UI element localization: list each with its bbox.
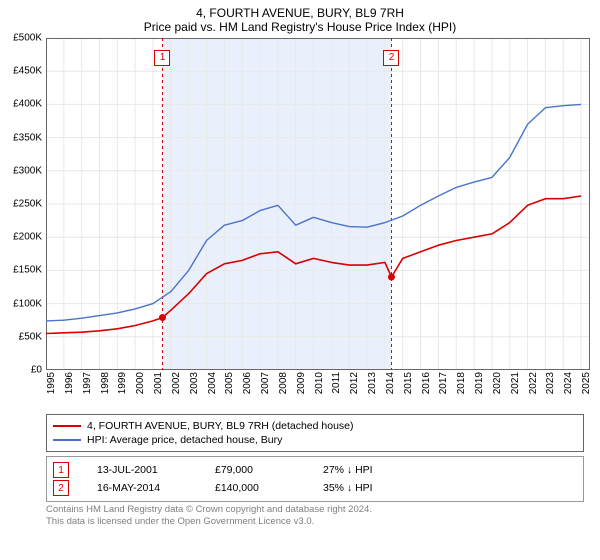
- legend-sale-delta: 35% ↓ HPI: [323, 482, 373, 494]
- legend-sale-marker: 2: [53, 480, 69, 496]
- y-tick-label: £0: [31, 365, 42, 376]
- legend-series-row: HPI: Average price, detached house, Bury: [53, 433, 577, 447]
- chart-svg: [46, 38, 590, 370]
- x-tick-label: 2005: [224, 372, 235, 394]
- x-tick-label: 2004: [207, 372, 218, 394]
- x-tick-label: 2017: [438, 372, 449, 394]
- x-tick-label: 2023: [545, 372, 556, 394]
- series-legend: 4, FOURTH AVENUE, BURY, BL9 7RH (detache…: [46, 414, 584, 452]
- x-tick-label: 1998: [100, 372, 111, 394]
- x-tick-label: 2011: [331, 372, 342, 394]
- y-tick-label: £200K: [13, 232, 42, 243]
- credit-text: Contains HM Land Registry data © Crown c…: [46, 504, 584, 528]
- x-tick-label: 2001: [153, 372, 164, 394]
- x-tick-label: 2018: [456, 372, 467, 394]
- legend-sale-row: 1 13-JUL-2001 £79,000 27% ↓ HPI: [53, 461, 577, 479]
- y-tick-label: £50K: [19, 331, 42, 342]
- legend-sale-row: 2 16-MAY-2014 £140,000 35% ↓ HPI: [53, 479, 577, 497]
- x-tick-label: 1999: [117, 372, 128, 394]
- figure-container: 4, FOURTH AVENUE, BURY, BL9 7RH Price pa…: [0, 0, 600, 560]
- x-tick-label: 2003: [189, 372, 200, 394]
- x-tick-label: 1997: [82, 372, 93, 394]
- y-tick-label: £500K: [13, 33, 42, 44]
- legend-sale-delta: 27% ↓ HPI: [323, 464, 373, 476]
- x-tick-label: 2024: [563, 372, 574, 394]
- y-tick-label: £350K: [13, 132, 42, 143]
- y-tick-label: £300K: [13, 165, 42, 176]
- legend-swatch: [53, 439, 81, 441]
- x-tick-label: 2020: [492, 372, 503, 394]
- legend-sale-date: 13-JUL-2001: [97, 464, 187, 476]
- marker-box-1: 1: [154, 50, 170, 66]
- legend-sale-price: £79,000: [215, 464, 295, 476]
- x-tick-label: 2000: [135, 372, 146, 394]
- y-tick-label: £100K: [13, 298, 42, 309]
- x-tick-label: 2013: [367, 372, 378, 394]
- x-tick-label: 2016: [421, 372, 432, 394]
- x-tick-label: 2015: [403, 372, 414, 394]
- sales-legend: 1 13-JUL-2001 £79,000 27% ↓ HPI 2 16-MAY-2014…: [46, 456, 584, 502]
- x-tick-label: 1995: [46, 372, 57, 394]
- x-tick-label: 1996: [64, 372, 75, 394]
- chart-subtitle: Price paid vs. HM Land Registry's House …: [0, 20, 600, 38]
- x-tick-label: 2008: [278, 372, 289, 394]
- legend-label: HPI: Average price, detached house, Bury: [87, 434, 282, 446]
- legend-sale-marker: 1: [53, 462, 69, 478]
- legend-sale-date: 16-MAY-2014: [97, 482, 187, 494]
- y-tick-label: £400K: [13, 99, 42, 110]
- x-tick-label: 2010: [314, 372, 325, 394]
- legend-series-row: 4, FOURTH AVENUE, BURY, BL9 7RH (detache…: [53, 419, 577, 433]
- x-tick-label: 2014: [385, 372, 396, 394]
- legend-sale-price: £140,000: [215, 482, 295, 494]
- x-tick-label: 2007: [260, 372, 271, 394]
- y-tick-label: £250K: [13, 199, 42, 210]
- x-tick-label: 2019: [474, 372, 485, 394]
- x-tick-label: 2021: [510, 372, 521, 394]
- y-tick-label: £150K: [13, 265, 42, 276]
- legend-label: 4, FOURTH AVENUE, BURY, BL9 7RH (detache…: [87, 420, 354, 432]
- legend-swatch: [53, 425, 81, 427]
- chart-title: 4, FOURTH AVENUE, BURY, BL9 7RH: [0, 0, 600, 20]
- credit-line-2: This data is licensed under the Open Gov…: [46, 516, 584, 528]
- x-tick-label: 2009: [296, 372, 307, 394]
- credit-line-1: Contains HM Land Registry data © Crown c…: [46, 504, 584, 516]
- chart-area: 12£0£50K£100K£150K£200K£250K£300K£350K£4…: [46, 38, 590, 370]
- x-tick-label: 2012: [349, 372, 360, 394]
- x-tick-label: 2002: [171, 372, 182, 394]
- marker-box-2: 2: [383, 50, 399, 66]
- x-tick-label: 2006: [242, 372, 253, 394]
- x-tick-label: 2022: [528, 372, 539, 394]
- x-tick-label: 2025: [581, 372, 592, 394]
- y-tick-label: £450K: [13, 66, 42, 77]
